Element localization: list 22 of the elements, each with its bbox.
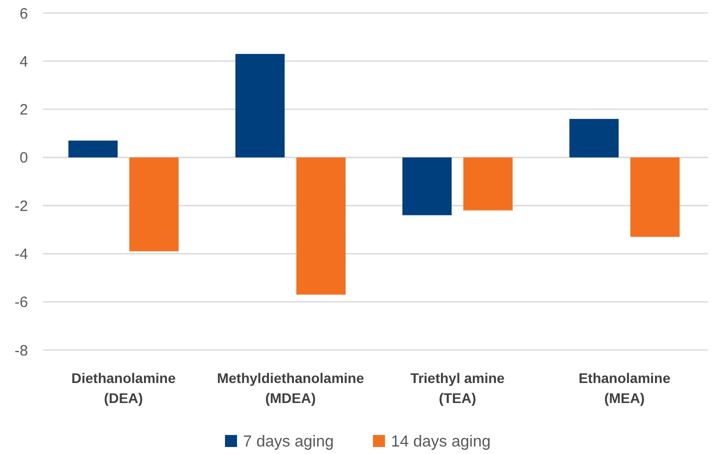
- bar: [569, 118, 619, 158]
- bar: [463, 157, 513, 210]
- bar: [630, 157, 680, 237]
- bar: [296, 157, 346, 295]
- y-tick-label: -6: [14, 294, 28, 312]
- y-tick-label: 4: [20, 53, 28, 70]
- bar: [235, 54, 285, 158]
- y-tick-label: 2: [20, 102, 28, 119]
- legend-label: 14 days aging: [391, 434, 491, 451]
- bar: [402, 157, 452, 216]
- bar: [68, 140, 118, 158]
- legend-label: 7 days aging: [243, 434, 334, 451]
- x-tick-label: Methyldiethanolamine (MDEA): [216, 370, 364, 406]
- y-tick-label: 0: [20, 150, 28, 167]
- y-tick-label: -2: [14, 198, 28, 215]
- y-tick-label: -8: [14, 342, 28, 360]
- y-tick-label: 6: [20, 5, 28, 22]
- bar: [129, 157, 179, 252]
- y-tick-label: -4: [14, 246, 28, 263]
- x-tick-label: Diethanolamine (DEA): [71, 370, 176, 406]
- x-tick-label: Ethanolamine (MEA): [578, 370, 671, 406]
- x-tick-label: Triethyl amine (TEA): [410, 370, 505, 406]
